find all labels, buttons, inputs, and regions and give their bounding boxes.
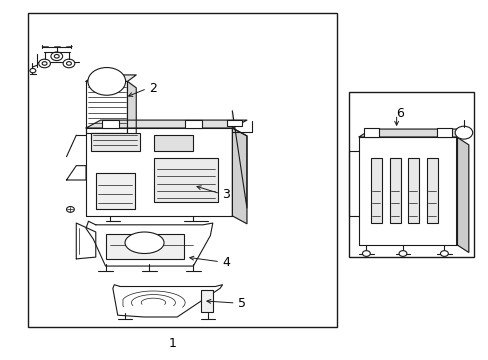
Circle shape <box>362 251 369 256</box>
Polygon shape <box>76 223 96 259</box>
Bar <box>363 128 378 137</box>
Circle shape <box>440 251 447 256</box>
Bar <box>91 133 122 140</box>
Polygon shape <box>66 166 86 180</box>
Bar <box>105 234 183 259</box>
Polygon shape <box>86 75 136 81</box>
Circle shape <box>30 68 36 73</box>
Text: 3: 3 <box>222 188 230 201</box>
Bar <box>426 158 437 223</box>
Polygon shape <box>456 137 468 252</box>
Bar <box>102 120 119 128</box>
Circle shape <box>66 207 74 212</box>
Bar <box>407 158 418 223</box>
Circle shape <box>39 59 50 68</box>
Bar <box>200 290 212 312</box>
Bar <box>154 158 217 202</box>
Polygon shape <box>232 111 246 208</box>
Polygon shape <box>86 81 127 134</box>
Polygon shape <box>96 173 135 209</box>
Polygon shape <box>232 128 246 224</box>
Circle shape <box>63 59 75 68</box>
Circle shape <box>398 251 406 256</box>
Polygon shape <box>86 221 212 266</box>
Polygon shape <box>127 81 136 140</box>
Polygon shape <box>86 128 232 216</box>
Bar <box>27 13 336 327</box>
Circle shape <box>454 126 472 139</box>
Circle shape <box>66 62 71 65</box>
Polygon shape <box>113 285 222 317</box>
Text: 2: 2 <box>149 82 157 95</box>
Ellipse shape <box>125 232 163 253</box>
Bar <box>154 135 193 151</box>
Bar <box>227 120 242 126</box>
Bar <box>348 92 473 257</box>
Circle shape <box>88 68 125 95</box>
Text: 6: 6 <box>395 107 403 120</box>
Bar <box>91 134 140 151</box>
Circle shape <box>54 54 59 58</box>
Bar <box>370 158 381 223</box>
Polygon shape <box>358 129 468 137</box>
Text: 1: 1 <box>168 337 177 350</box>
Circle shape <box>42 62 47 65</box>
Bar <box>184 120 202 128</box>
Bar <box>436 128 451 137</box>
Text: 4: 4 <box>222 256 230 269</box>
Circle shape <box>51 52 62 60</box>
Polygon shape <box>358 137 456 244</box>
Polygon shape <box>86 120 246 128</box>
Text: 5: 5 <box>238 297 245 310</box>
Bar <box>389 158 400 223</box>
